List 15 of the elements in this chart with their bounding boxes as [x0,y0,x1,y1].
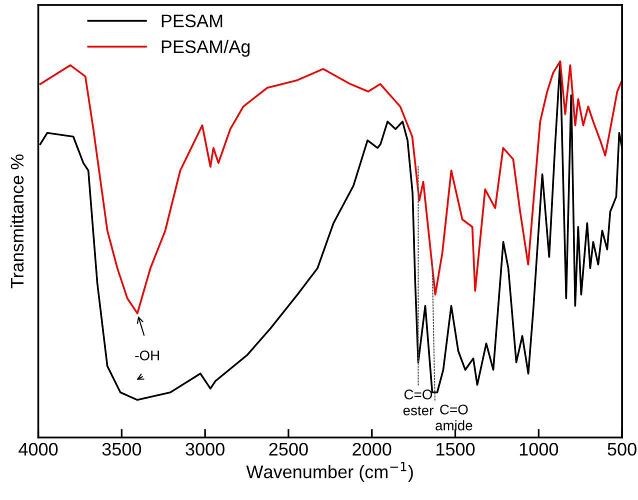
x-tick-label: 4000 [18,442,58,456]
x-tick-label: 2000 [352,442,392,456]
y-axis-title: Transmittance % [10,154,24,288]
annotation: -OH [135,350,159,360]
x-tick-label: 2500 [269,442,308,456]
x-tick-label: 500 [608,442,636,456]
x-tick-label: 3500 [102,442,142,456]
annotation: C=O ester [403,390,434,416]
x-tick-label: 1500 [436,442,475,456]
legend-label: PESAM [162,14,222,28]
legend-label: PESAM/Ag [162,40,250,57]
annotation: C=O amide [436,404,472,430]
x-axis-title: Wavenumber (cm$^{−1}$) [246,462,413,482]
x-tick-label: 3000 [186,442,224,456]
x-tick-label: 1000 [520,442,558,456]
